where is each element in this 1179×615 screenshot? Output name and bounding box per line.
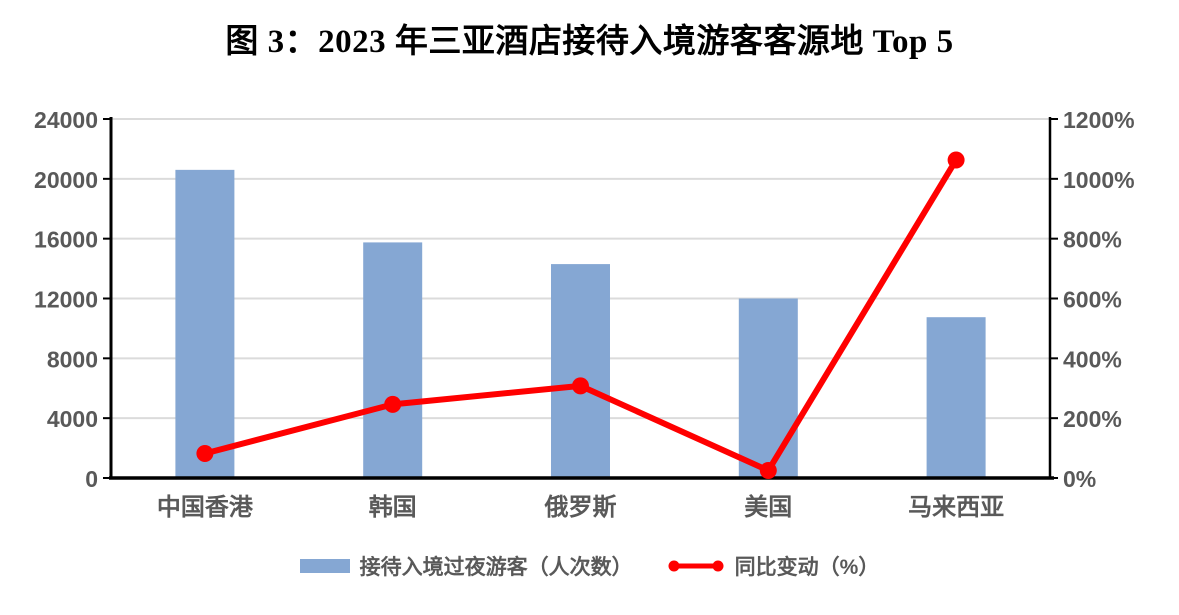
right-axis-label: 1200% [1063, 107, 1135, 133]
right-axis-label: 800% [1063, 227, 1122, 253]
category-label-5: 马来西亚 [908, 493, 1004, 521]
left-axis-label: 20000 [34, 167, 98, 193]
bar-4 [738, 298, 798, 478]
right-axis-label: 200% [1063, 406, 1122, 432]
right-axis-label: 1000% [1063, 167, 1135, 193]
bar-1 [175, 169, 235, 478]
chart-title: 图 3：2023 年三亚酒店接待入境游客客源地 Top 5 [225, 24, 954, 60]
left-axis-label: 24000 [34, 107, 98, 133]
line-series-swatch-icon [668, 560, 724, 572]
bar-3 [551, 264, 610, 478]
bar-2 [363, 242, 423, 478]
legend-bar-series-label: 接待入境过夜游客（人次数） [359, 556, 633, 579]
data-point-marker-1 [196, 444, 214, 462]
left-axis-label: 0 [85, 466, 98, 492]
data-point-marker-2 [384, 395, 402, 413]
right-axis-label: 600% [1063, 287, 1122, 313]
left-axis-label: 8000 [47, 346, 98, 372]
left-axis-label: 16000 [34, 227, 98, 253]
data-point-marker-5 [947, 151, 965, 169]
data-point-marker-3 [572, 377, 589, 395]
category-label-2: 韩国 [369, 494, 417, 521]
category-label-4: 美国 [744, 493, 792, 521]
right-axis-label: 400% [1063, 346, 1122, 372]
category-label-1: 中国香港 [157, 494, 254, 521]
left-axis-label: 12000 [34, 287, 98, 313]
left-axis-label: 4000 [47, 406, 98, 432]
data-point-marker-4 [759, 462, 777, 480]
bar-series-swatch-icon [299, 559, 350, 573]
legend-line-series-label: 同比变动（%） [734, 556, 880, 579]
category-label-3: 俄罗斯 [544, 494, 617, 521]
chart-legend: 接待入境过夜游客（人次数） 同比变动（%） [0, 551, 1179, 581]
bar-5 [926, 317, 986, 478]
combo-chart-plot: 中国香港 韩国 俄罗斯 美国 马来西亚 0 0% 4000 200% 8000 400% 12000 6… [34, 107, 1135, 521]
right-axis-label: 0% [1063, 466, 1096, 492]
